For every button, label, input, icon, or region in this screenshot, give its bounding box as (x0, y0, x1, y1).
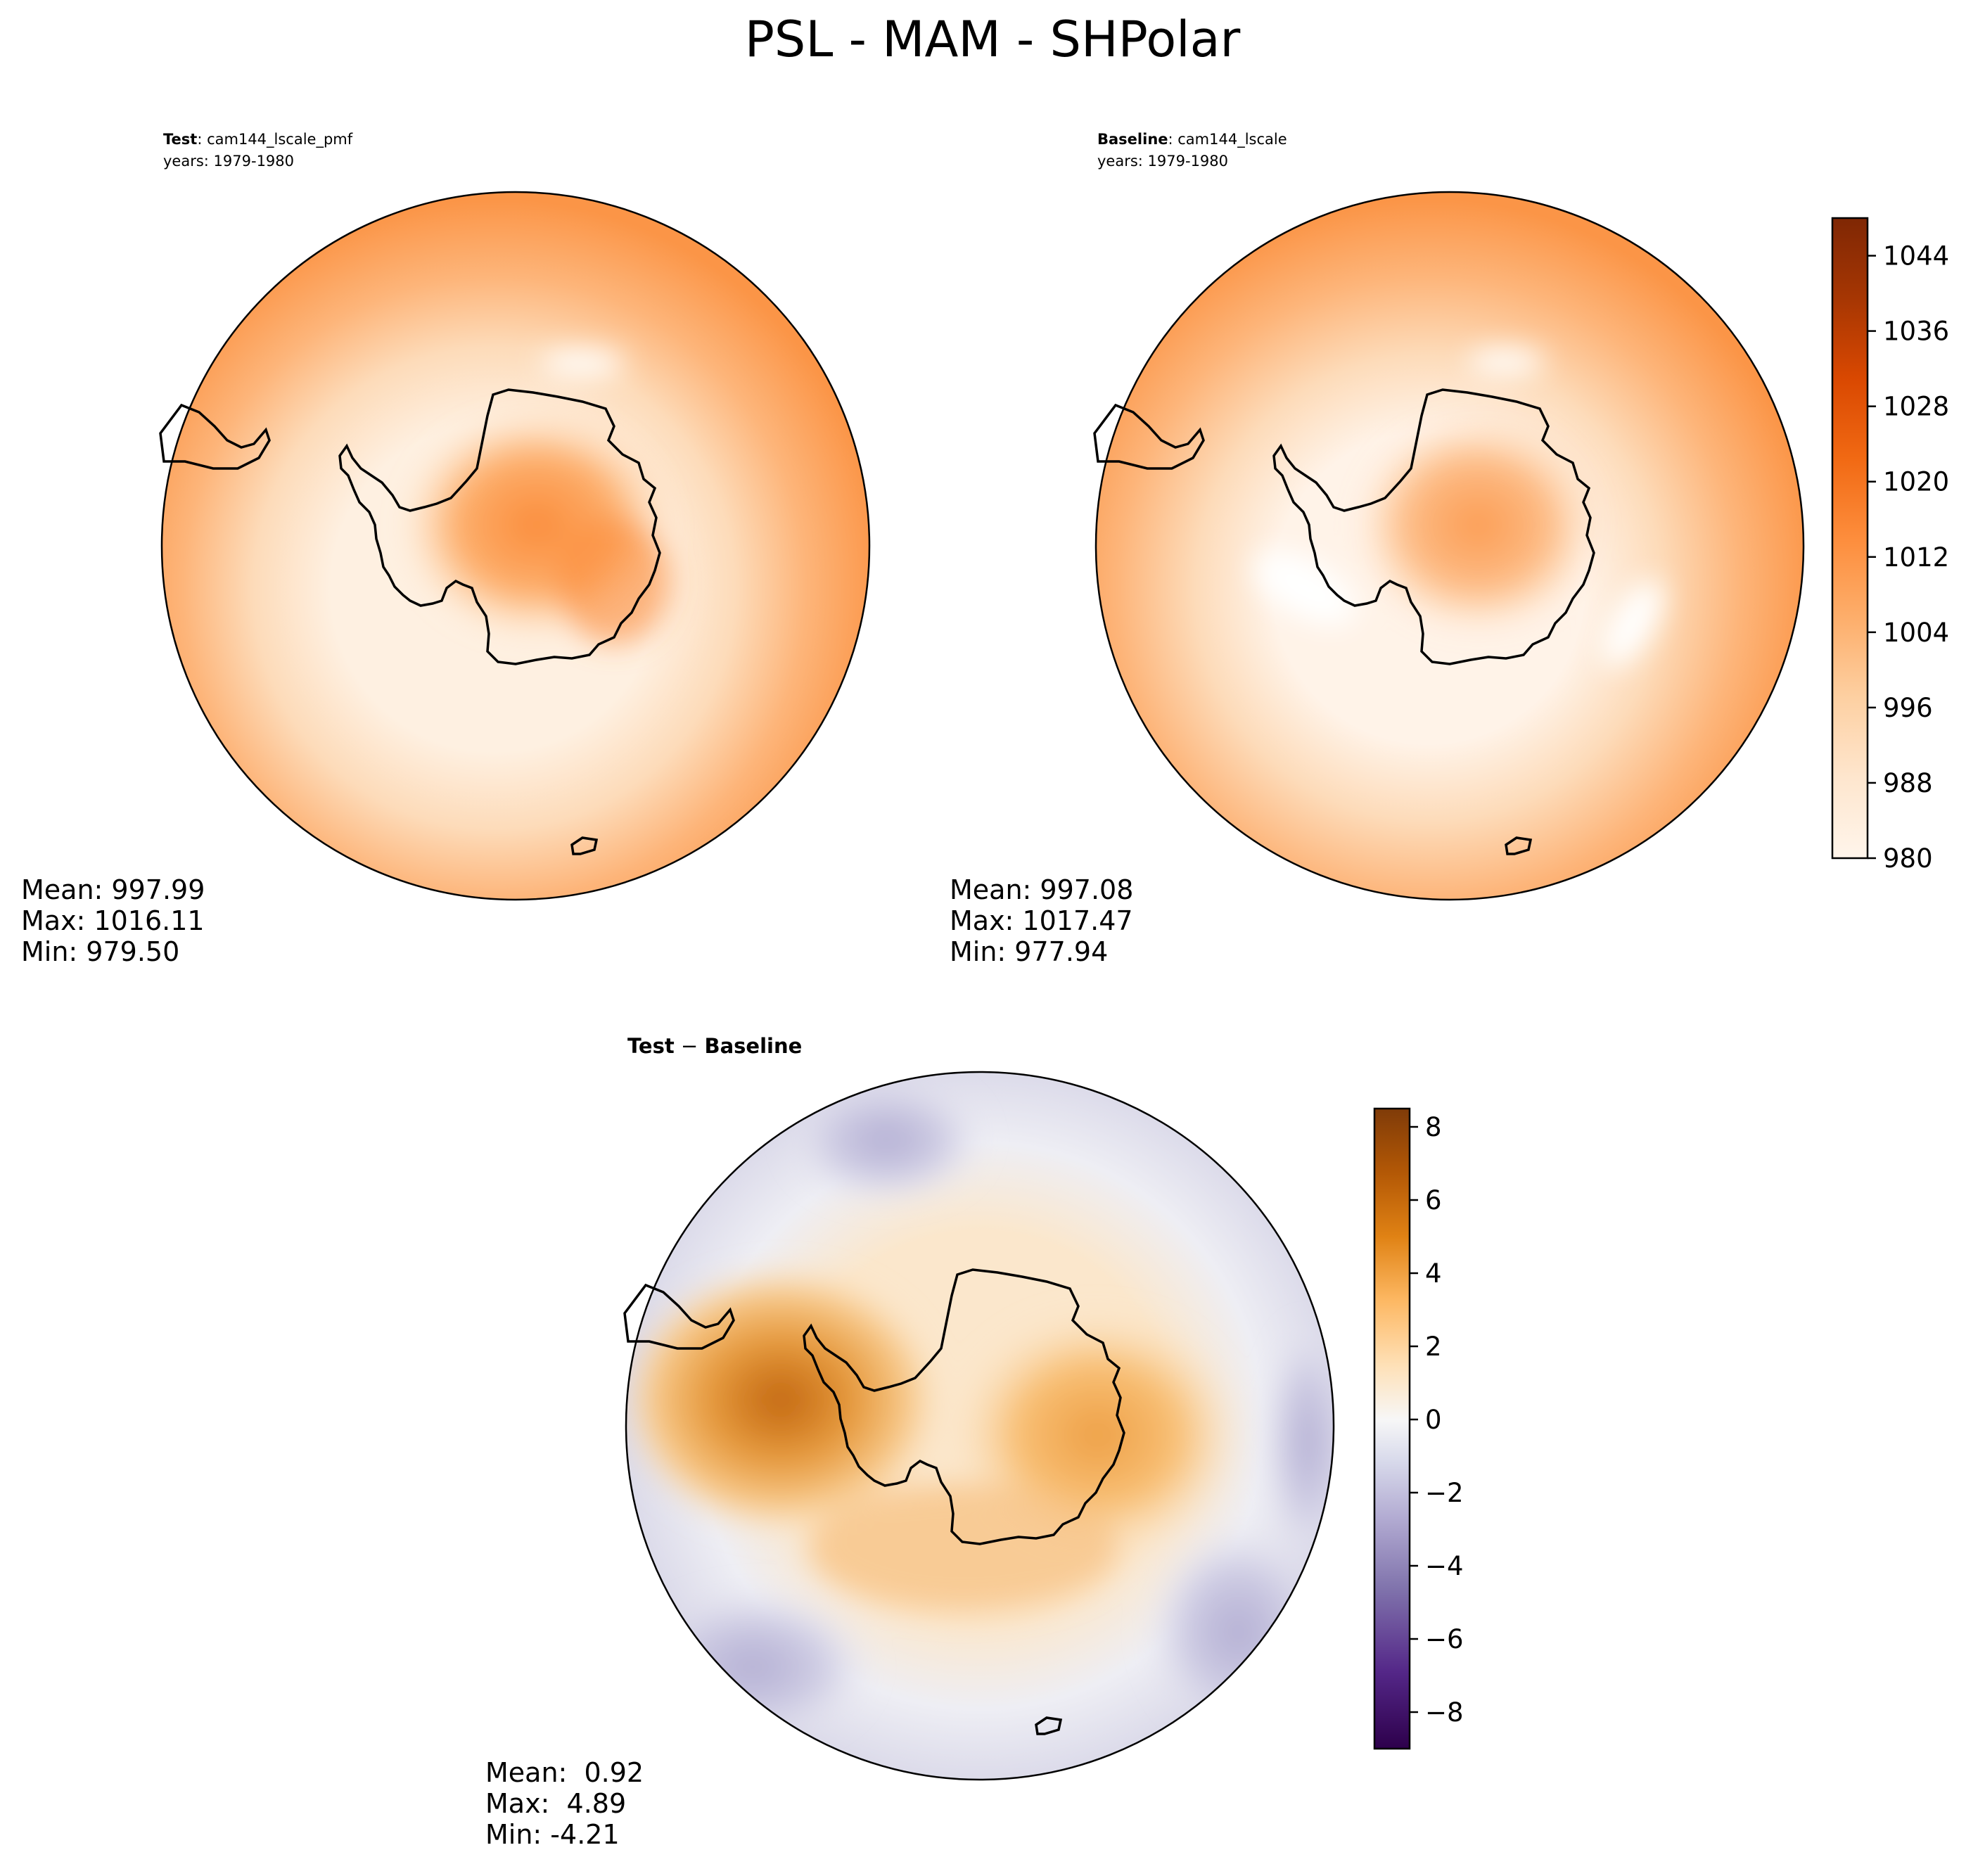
psl-colorbar-ticks: 980 988 996 1004 1012 1020 1028 1036 1044 (1868, 241, 1949, 874)
difference-colorbar-tick-label: −4 (1425, 1551, 1464, 1581)
difference-colorbar-tick-label: 0 (1425, 1405, 1442, 1435)
difference-panel: Test − Baseline (485, 1034, 1464, 1850)
difference-colorbar-tick-label: −2 (1425, 1478, 1464, 1508)
psl-colorbar-tick-label: 980 (1883, 843, 1933, 874)
baseline-stat-min: Min: 977.94 (950, 936, 1108, 967)
difference-positive-west (626, 1266, 943, 1533)
psl-colorbar-tick-label: 988 (1883, 768, 1933, 798)
difference-colorbar-tick-label: 2 (1425, 1332, 1442, 1362)
test-low-patch (540, 350, 625, 376)
baseline-low-patch-north (1467, 349, 1545, 374)
baseline-title-label: Baseline (1097, 131, 1168, 148)
difference-colorbar-tick-label: −6 (1425, 1624, 1464, 1654)
baseline-panel: Baseline: cam144_lscale years: 1979-1980… (950, 131, 1949, 967)
test-title-case: : cam144_lscale_pmf (197, 131, 352, 148)
baseline-stat-max: Max: 1017.47 (950, 905, 1133, 936)
difference-colorbar: −8 −6 −4 −2 0 2 4 6 8 (1373, 1107, 1464, 1750)
difference-colorbar-tick-label: −8 (1425, 1697, 1464, 1728)
difference-stat-min: Min: -4.21 (485, 1819, 620, 1850)
psl-colorbar-tick-label: 1044 (1883, 241, 1949, 272)
difference-colorbar-tick-label: 8 (1425, 1112, 1442, 1142)
difference-colorbar-tick-label: 4 (1425, 1258, 1442, 1289)
psl-colorbar-tick-label: 1036 (1883, 317, 1949, 347)
test-high-east (558, 518, 670, 644)
difference-stat-mean: Mean: 0.92 (485, 1757, 644, 1788)
difference-title-baseline: Baseline (704, 1034, 802, 1058)
difference-negative-east (1266, 1322, 1334, 1562)
test-years: years: 1979-1980 (163, 153, 294, 170)
psl-colorbar-tick-label: 1004 (1883, 618, 1949, 648)
baseline-stat-mean: Mean: 997.08 (950, 874, 1133, 905)
test-panel: Test: cam144_lscale_pmf years: 1979-1980… (21, 131, 871, 967)
psl-colorbar-tick-label: 996 (1883, 693, 1933, 723)
baseline-high-core (1358, 419, 1597, 630)
baseline-title-case: : cam144_lscale (1168, 131, 1287, 148)
baseline-map (1093, 191, 1805, 901)
figure-title: PSL - MAM - SHPolar (745, 11, 1241, 68)
psl-colorbar-tick-label: 1020 (1883, 467, 1949, 497)
test-title: Test: cam144_lscale_pmf (163, 131, 353, 148)
difference-title-minus: − (675, 1034, 705, 1058)
difference-negative-southwest (633, 1590, 872, 1744)
test-title-label: Test (163, 131, 197, 148)
test-map (159, 191, 871, 901)
test-stat-min: Min: 979.50 (21, 936, 179, 967)
difference-title-test: Test (627, 1034, 675, 1058)
baseline-years: years: 1979-1980 (1097, 153, 1228, 170)
difference-title: Test − Baseline (627, 1034, 802, 1058)
test-stat-mean: Mean: 997.99 (21, 874, 205, 905)
difference-colorbar-fill (1373, 1107, 1411, 1750)
difference-colorbar-ticks: −8 −6 −4 −2 0 2 4 6 8 (1410, 1112, 1464, 1728)
difference-negative-north (788, 1076, 985, 1203)
difference-map-boundary (625, 1071, 1335, 1781)
psl-colorbar-fill (1831, 217, 1869, 860)
baseline-map-boundary (1094, 191, 1805, 901)
psl-colorbar-tick-label: 1028 (1883, 392, 1949, 422)
test-map-boundary (160, 191, 871, 901)
test-stat-max: Max: 1016.11 (21, 905, 205, 936)
difference-positive-south (809, 1484, 1118, 1611)
difference-colorbar-tick-label: 6 (1425, 1185, 1442, 1215)
baseline-low-patch-east (1602, 579, 1664, 668)
difference-map (623, 1071, 1335, 1781)
baseline-title: Baseline: cam144_lscale (1097, 131, 1287, 148)
psl-colorbar: 980 988 996 1004 1012 1020 1028 1036 1044 (1831, 217, 1949, 874)
psl-colorbar-tick-label: 1012 (1883, 542, 1949, 573)
baseline-low-patch-west (1254, 551, 1357, 625)
difference-stat-max: Max: 4.89 (485, 1788, 626, 1819)
